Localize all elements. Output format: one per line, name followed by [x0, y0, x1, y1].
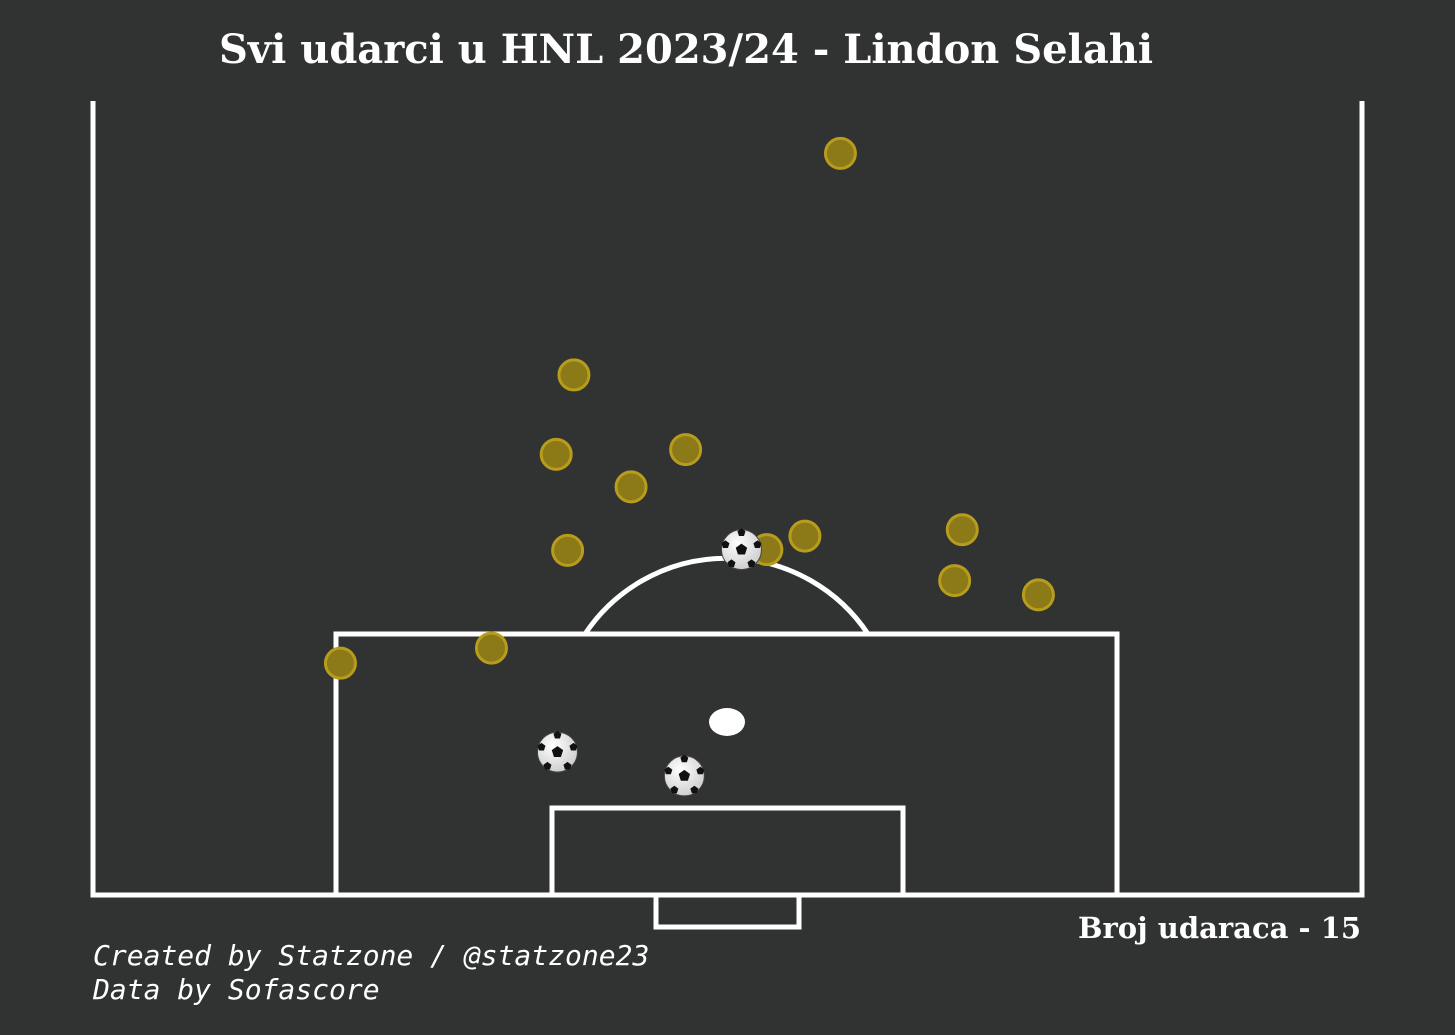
- shot-marker: [474, 631, 508, 665]
- goal-ball-icon: [663, 754, 705, 797]
- shot-marker: [614, 470, 648, 504]
- shot-marker: [557, 358, 591, 392]
- shot-marker: [539, 437, 573, 471]
- shot-marker: [945, 513, 979, 547]
- penalty-box: [333, 631, 1120, 898]
- goal: [653, 892, 802, 930]
- pitch-outline: [90, 101, 1365, 898]
- shot-marker: [938, 564, 972, 598]
- shot-marker: [823, 136, 857, 170]
- shot-marker: [788, 519, 822, 553]
- penalty-arc: [582, 555, 871, 636]
- goal-ball-icon: [720, 528, 762, 571]
- goal-ball-icon: [536, 730, 578, 773]
- penalty-spot: [709, 708, 745, 736]
- shot-count: Broj udaraca - 15: [1078, 911, 1361, 945]
- six-yard-box: [549, 805, 906, 898]
- shot-markers: [323, 136, 1055, 797]
- pitch: [90, 101, 1365, 930]
- shot-marker: [669, 433, 703, 467]
- credit-line-1: Created by Statzone / @statzone23: [93, 939, 649, 972]
- chart-title: Svi udarci u HNL 2023/24 - Lindon Selahi: [219, 26, 1153, 73]
- shot-marker: [1021, 578, 1055, 612]
- shot-marker: [551, 533, 585, 567]
- credit-line-2: Data by Sofascore: [92, 973, 380, 1006]
- shot-marker: [323, 646, 357, 680]
